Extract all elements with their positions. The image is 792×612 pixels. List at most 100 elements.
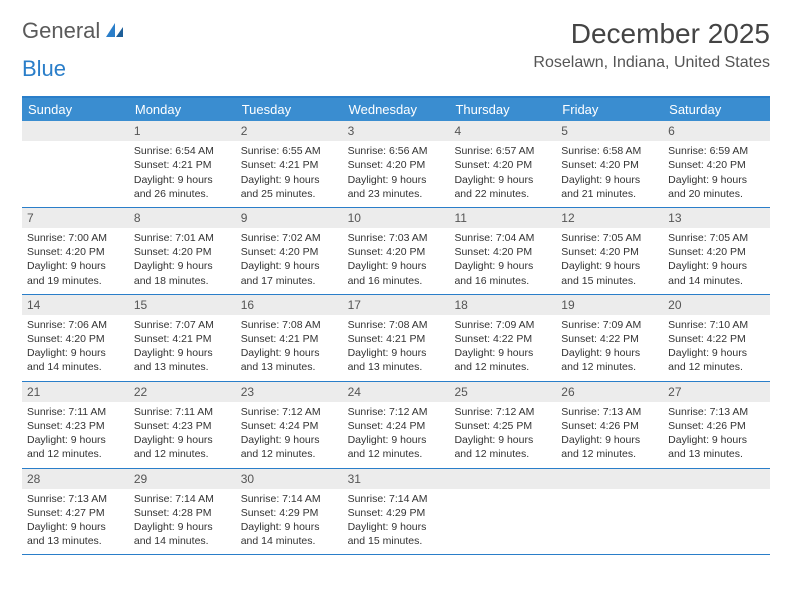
day-number: 10	[343, 208, 450, 228]
week-row: 21Sunrise: 7:11 AMSunset: 4:23 PMDayligh…	[22, 382, 770, 469]
week-row: 14Sunrise: 7:06 AMSunset: 4:20 PMDayligh…	[22, 295, 770, 382]
sunrise-line: Sunrise: 7:00 AM	[27, 231, 124, 245]
day-number: 28	[22, 469, 129, 489]
daylight-line: Daylight: 9 hours and 13 minutes.	[27, 520, 124, 548]
day-body: Sunrise: 7:04 AMSunset: 4:20 PMDaylight:…	[449, 228, 556, 294]
day-cell: 3Sunrise: 6:56 AMSunset: 4:20 PMDaylight…	[343, 121, 450, 207]
day-cell: 21Sunrise: 7:11 AMSunset: 4:23 PMDayligh…	[22, 382, 129, 468]
sunrise-line: Sunrise: 7:11 AM	[27, 405, 124, 419]
day-cell: 8Sunrise: 7:01 AMSunset: 4:20 PMDaylight…	[129, 208, 236, 294]
sunset-line: Sunset: 4:26 PM	[668, 419, 765, 433]
sunrise-line: Sunrise: 7:12 AM	[241, 405, 338, 419]
day-body: Sunrise: 6:55 AMSunset: 4:21 PMDaylight:…	[236, 141, 343, 207]
day-number: 26	[556, 382, 663, 402]
daylight-line: Daylight: 9 hours and 20 minutes.	[668, 173, 765, 201]
day-body: Sunrise: 7:01 AMSunset: 4:20 PMDaylight:…	[129, 228, 236, 294]
day-number: 3	[343, 121, 450, 141]
day-body: Sunrise: 7:12 AMSunset: 4:24 PMDaylight:…	[236, 402, 343, 468]
sunset-line: Sunset: 4:24 PM	[348, 419, 445, 433]
title-block: December 2025 Roselawn, Indiana, United …	[533, 18, 770, 72]
logo-sail-icon	[105, 21, 125, 44]
day-number: 18	[449, 295, 556, 315]
day-cell: 16Sunrise: 7:08 AMSunset: 4:21 PMDayligh…	[236, 295, 343, 381]
sunrise-line: Sunrise: 7:08 AM	[348, 318, 445, 332]
dow-header: Wednesday	[343, 98, 450, 121]
day-number	[663, 469, 770, 489]
daylight-line: Daylight: 9 hours and 26 minutes.	[134, 173, 231, 201]
sunset-line: Sunset: 4:29 PM	[348, 506, 445, 520]
calendar-page: General December 2025 Roselawn, Indiana,…	[0, 0, 792, 573]
sunrise-line: Sunrise: 7:14 AM	[241, 492, 338, 506]
sunrise-line: Sunrise: 7:14 AM	[134, 492, 231, 506]
sunset-line: Sunset: 4:25 PM	[454, 419, 551, 433]
day-number: 8	[129, 208, 236, 228]
day-cell: 19Sunrise: 7:09 AMSunset: 4:22 PMDayligh…	[556, 295, 663, 381]
week-row: 1Sunrise: 6:54 AMSunset: 4:21 PMDaylight…	[22, 121, 770, 208]
sunset-line: Sunset: 4:20 PM	[27, 245, 124, 259]
sunrise-line: Sunrise: 6:56 AM	[348, 144, 445, 158]
sunrise-line: Sunrise: 7:13 AM	[27, 492, 124, 506]
month-title: December 2025	[533, 18, 770, 50]
day-cell: 1Sunrise: 6:54 AMSunset: 4:21 PMDaylight…	[129, 121, 236, 207]
daylight-line: Daylight: 9 hours and 12 minutes.	[454, 346, 551, 374]
sunrise-line: Sunrise: 7:10 AM	[668, 318, 765, 332]
sunrise-line: Sunrise: 7:12 AM	[348, 405, 445, 419]
day-cell: 26Sunrise: 7:13 AMSunset: 4:26 PMDayligh…	[556, 382, 663, 468]
calendar-grid: SundayMondayTuesdayWednesdayThursdayFrid…	[22, 96, 770, 555]
day-number: 22	[129, 382, 236, 402]
sunrise-line: Sunrise: 7:01 AM	[134, 231, 231, 245]
daylight-line: Daylight: 9 hours and 12 minutes.	[561, 346, 658, 374]
sunset-line: Sunset: 4:20 PM	[241, 245, 338, 259]
sunrise-line: Sunrise: 7:05 AM	[561, 231, 658, 245]
sunset-line: Sunset: 4:21 PM	[241, 332, 338, 346]
day-cell: 13Sunrise: 7:05 AMSunset: 4:20 PMDayligh…	[663, 208, 770, 294]
daylight-line: Daylight: 9 hours and 13 minutes.	[348, 346, 445, 374]
sunset-line: Sunset: 4:20 PM	[27, 332, 124, 346]
day-body: Sunrise: 7:13 AMSunset: 4:27 PMDaylight:…	[22, 489, 129, 555]
day-number: 19	[556, 295, 663, 315]
day-cell: 14Sunrise: 7:06 AMSunset: 4:20 PMDayligh…	[22, 295, 129, 381]
day-number	[22, 121, 129, 141]
daylight-line: Daylight: 9 hours and 21 minutes.	[561, 173, 658, 201]
sunset-line: Sunset: 4:21 PM	[241, 158, 338, 172]
day-cell: 27Sunrise: 7:13 AMSunset: 4:26 PMDayligh…	[663, 382, 770, 468]
daylight-line: Daylight: 9 hours and 12 minutes.	[27, 433, 124, 461]
day-body: Sunrise: 7:11 AMSunset: 4:23 PMDaylight:…	[129, 402, 236, 468]
sunset-line: Sunset: 4:24 PM	[241, 419, 338, 433]
sunset-line: Sunset: 4:22 PM	[668, 332, 765, 346]
day-number: 13	[663, 208, 770, 228]
sunrise-line: Sunrise: 7:09 AM	[561, 318, 658, 332]
day-number: 7	[22, 208, 129, 228]
daylight-line: Daylight: 9 hours and 14 minutes.	[27, 346, 124, 374]
sunrise-line: Sunrise: 7:05 AM	[668, 231, 765, 245]
sunrise-line: Sunrise: 7:04 AM	[454, 231, 551, 245]
sunset-line: Sunset: 4:23 PM	[134, 419, 231, 433]
day-cell: 11Sunrise: 7:04 AMSunset: 4:20 PMDayligh…	[449, 208, 556, 294]
sunset-line: Sunset: 4:20 PM	[561, 245, 658, 259]
day-number: 25	[449, 382, 556, 402]
day-body: Sunrise: 7:08 AMSunset: 4:21 PMDaylight:…	[343, 315, 450, 381]
day-number: 11	[449, 208, 556, 228]
day-body: Sunrise: 7:09 AMSunset: 4:22 PMDaylight:…	[556, 315, 663, 381]
sunrise-line: Sunrise: 7:07 AM	[134, 318, 231, 332]
day-number: 17	[343, 295, 450, 315]
daylight-line: Daylight: 9 hours and 12 minutes.	[348, 433, 445, 461]
sunset-line: Sunset: 4:29 PM	[241, 506, 338, 520]
sunset-line: Sunset: 4:20 PM	[668, 158, 765, 172]
sunrise-line: Sunrise: 6:59 AM	[668, 144, 765, 158]
daylight-line: Daylight: 9 hours and 19 minutes.	[27, 259, 124, 287]
daylight-line: Daylight: 9 hours and 13 minutes.	[668, 433, 765, 461]
dow-header: Monday	[129, 98, 236, 121]
sunset-line: Sunset: 4:20 PM	[134, 245, 231, 259]
sunrise-line: Sunrise: 7:06 AM	[27, 318, 124, 332]
day-body: Sunrise: 7:14 AMSunset: 4:29 PMDaylight:…	[343, 489, 450, 555]
logo: General	[22, 18, 127, 44]
sunrise-line: Sunrise: 7:02 AM	[241, 231, 338, 245]
day-cell: 5Sunrise: 6:58 AMSunset: 4:20 PMDaylight…	[556, 121, 663, 207]
day-body: Sunrise: 7:07 AMSunset: 4:21 PMDaylight:…	[129, 315, 236, 381]
day-cell	[556, 469, 663, 555]
day-number: 27	[663, 382, 770, 402]
day-number	[556, 469, 663, 489]
day-body: Sunrise: 7:05 AMSunset: 4:20 PMDaylight:…	[663, 228, 770, 294]
dow-row: SundayMondayTuesdayWednesdayThursdayFrid…	[22, 98, 770, 121]
